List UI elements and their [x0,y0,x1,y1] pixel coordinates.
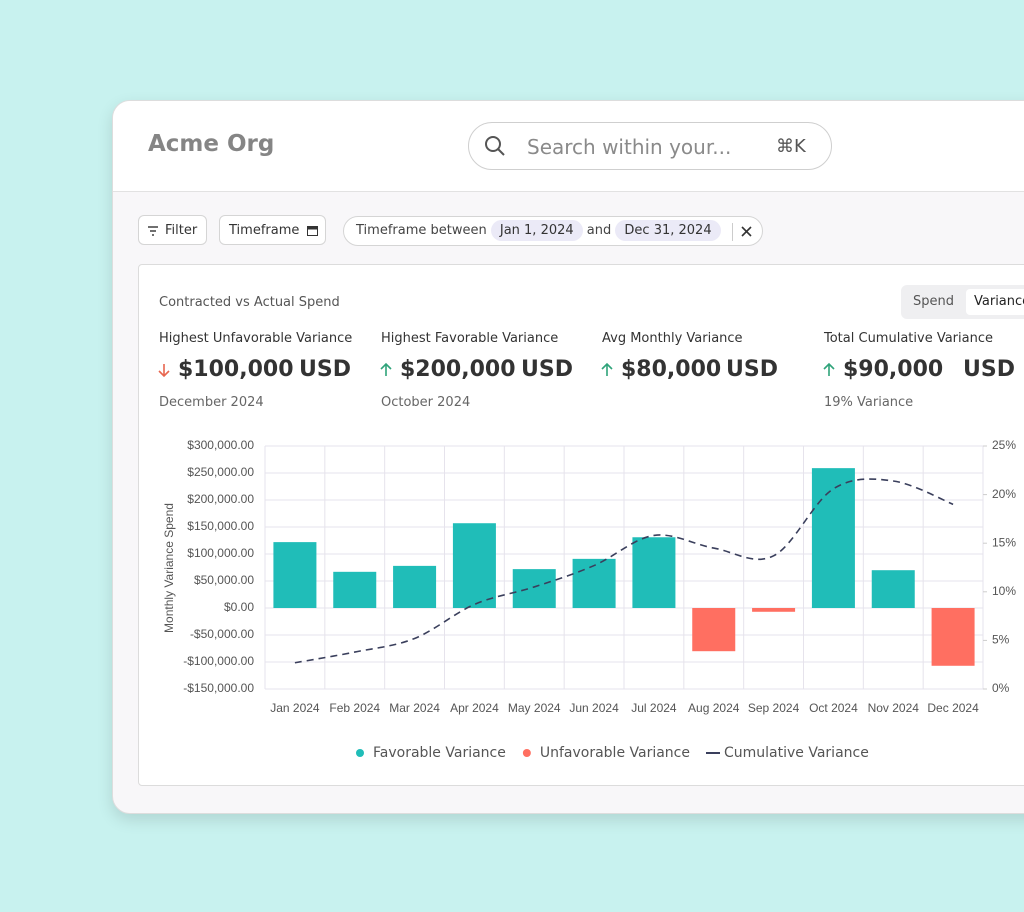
bar [572,558,616,608]
y2-tick-label: 15% [992,535,1016,549]
y-tick-label: -$150,000.00 [183,681,254,695]
kpi-unit: USD [726,357,778,382]
search-icon [485,136,505,156]
bar [452,523,496,608]
kpi-unit: USD [521,357,573,382]
kpi-label: Highest Favorable Variance [381,331,559,346]
timeframe-chip: Timeframe between Jan 1, 2024 and Dec 31… [343,216,763,246]
x-tick-label: Jul 2024 [631,701,677,715]
legend-swatch [522,749,531,757]
bar [871,570,915,608]
chip-end[interactable]: Dec 31, 2024 [615,220,721,241]
y-tick-label: $100,000.00 [187,546,254,560]
kpi-sub: October 2024 [381,395,471,410]
x-tick-label: Jun 2024 [569,701,619,715]
top-bar: Acme Org Search within your... ⌘K [113,101,1024,192]
kpi-sub: December 2024 [159,395,264,410]
timeframe-button[interactable]: Timeframe [219,215,326,245]
filter-icon [148,226,158,236]
legend-swatch [356,749,364,757]
timeframe-label: Timeframe [229,223,300,238]
kpi-unit: USD [299,357,351,382]
view-toggle: Spend Variance [901,285,1024,319]
calendar-icon [307,226,318,236]
chip-start[interactable]: Jan 1, 2024 [490,220,583,241]
bar [333,571,377,608]
chart-card: Contracted vs Actual Spend Spend Variance… [138,264,1024,786]
kpi-label: Avg Monthly Variance [602,331,743,346]
kpi-label: Highest Unfavorable Variance [159,331,353,346]
x-tick-label: Oct 2024 [809,701,858,715]
bar [273,542,317,608]
y-tick-label: $300,000.00 [187,438,254,452]
bar [752,608,796,612]
bar [811,468,855,608]
bar [512,569,556,608]
y-tick-label: $200,000.00 [187,492,254,506]
y2-tick-label: 20% [992,487,1016,501]
bar [632,537,676,608]
legend-label: Favorable Variance [373,745,506,761]
chip-clear[interactable] [741,226,752,237]
search-box[interactable]: Search within your... ⌘K [468,122,832,170]
kpi-arrow [823,362,835,376]
x-tick-label: Nov 2024 [868,701,920,715]
x-tick-label: May 2024 [508,701,561,715]
y-tick-label: $150,000.00 [187,519,254,533]
y-tick-label: $0.00 [224,600,254,614]
y2-tick-label: 25% [992,438,1016,452]
kpi-arrow [158,364,170,378]
y2-tick-label: 10% [992,584,1016,598]
x-tick-label: Feb 2024 [329,701,380,715]
search-shortcut: ⌘K [776,136,806,157]
x-tick-label: Aug 2024 [688,701,740,715]
kpi-arrow [601,362,613,376]
toggle-option[interactable]: Variance [966,289,1024,315]
y-tick-label: -$50,000.00 [190,627,254,641]
legend-label: Unfavorable Variance [540,745,690,761]
y-tick-label: $250,000.00 [187,465,254,479]
x-tick-label: Jan 2024 [270,701,320,715]
x-tick-label: Dec 2024 [927,701,979,715]
y2-tick-label: 5% [992,633,1010,647]
kpi-arrow [380,362,392,376]
kpi-value: $100,000 [178,357,294,382]
toggle-option[interactable]: Spend [913,294,954,309]
x-tick-label: Mar 2024 [389,701,440,715]
search-placeholder: Search within your... [527,135,732,159]
y-tick-label: -$100,000.00 [183,654,254,668]
y-axis-title: Monthly Variance Spend [162,503,176,633]
kpi-value: $90,000 [843,357,944,382]
kpi-sub: 19% Variance [824,395,914,410]
card-title: Contracted vs Actual Spend [159,295,340,310]
chip-joiner: and [586,223,612,238]
kpi-value: $200,000 [400,357,516,382]
y2-tick-label: 0% [992,681,1010,695]
kpi-value: $80,000 [621,357,722,382]
org-name[interactable]: Acme Org [148,131,275,157]
chip-divider [732,223,733,241]
bar [393,565,437,608]
chip-prefix: Timeframe between [356,223,487,238]
line-series [294,478,954,664]
chip-text: Timeframe between Jan 1, 2024 and Dec 31… [356,220,721,241]
filter-button[interactable]: Filter [138,215,207,245]
bar [692,608,736,652]
x-tick-label: Apr 2024 [450,701,499,715]
app-window: Acme Org Search within your... ⌘K Filter… [112,100,1024,814]
filter-label: Filter [165,223,198,238]
bar [931,608,975,666]
legend-label: Cumulative Variance [724,745,869,761]
x-tick-label: Sep 2024 [748,701,800,715]
y-tick-label: $50,000.00 [194,573,254,587]
kpi-unit: USD [963,357,1015,382]
kpi-label: Total Cumulative Variance [824,331,993,346]
